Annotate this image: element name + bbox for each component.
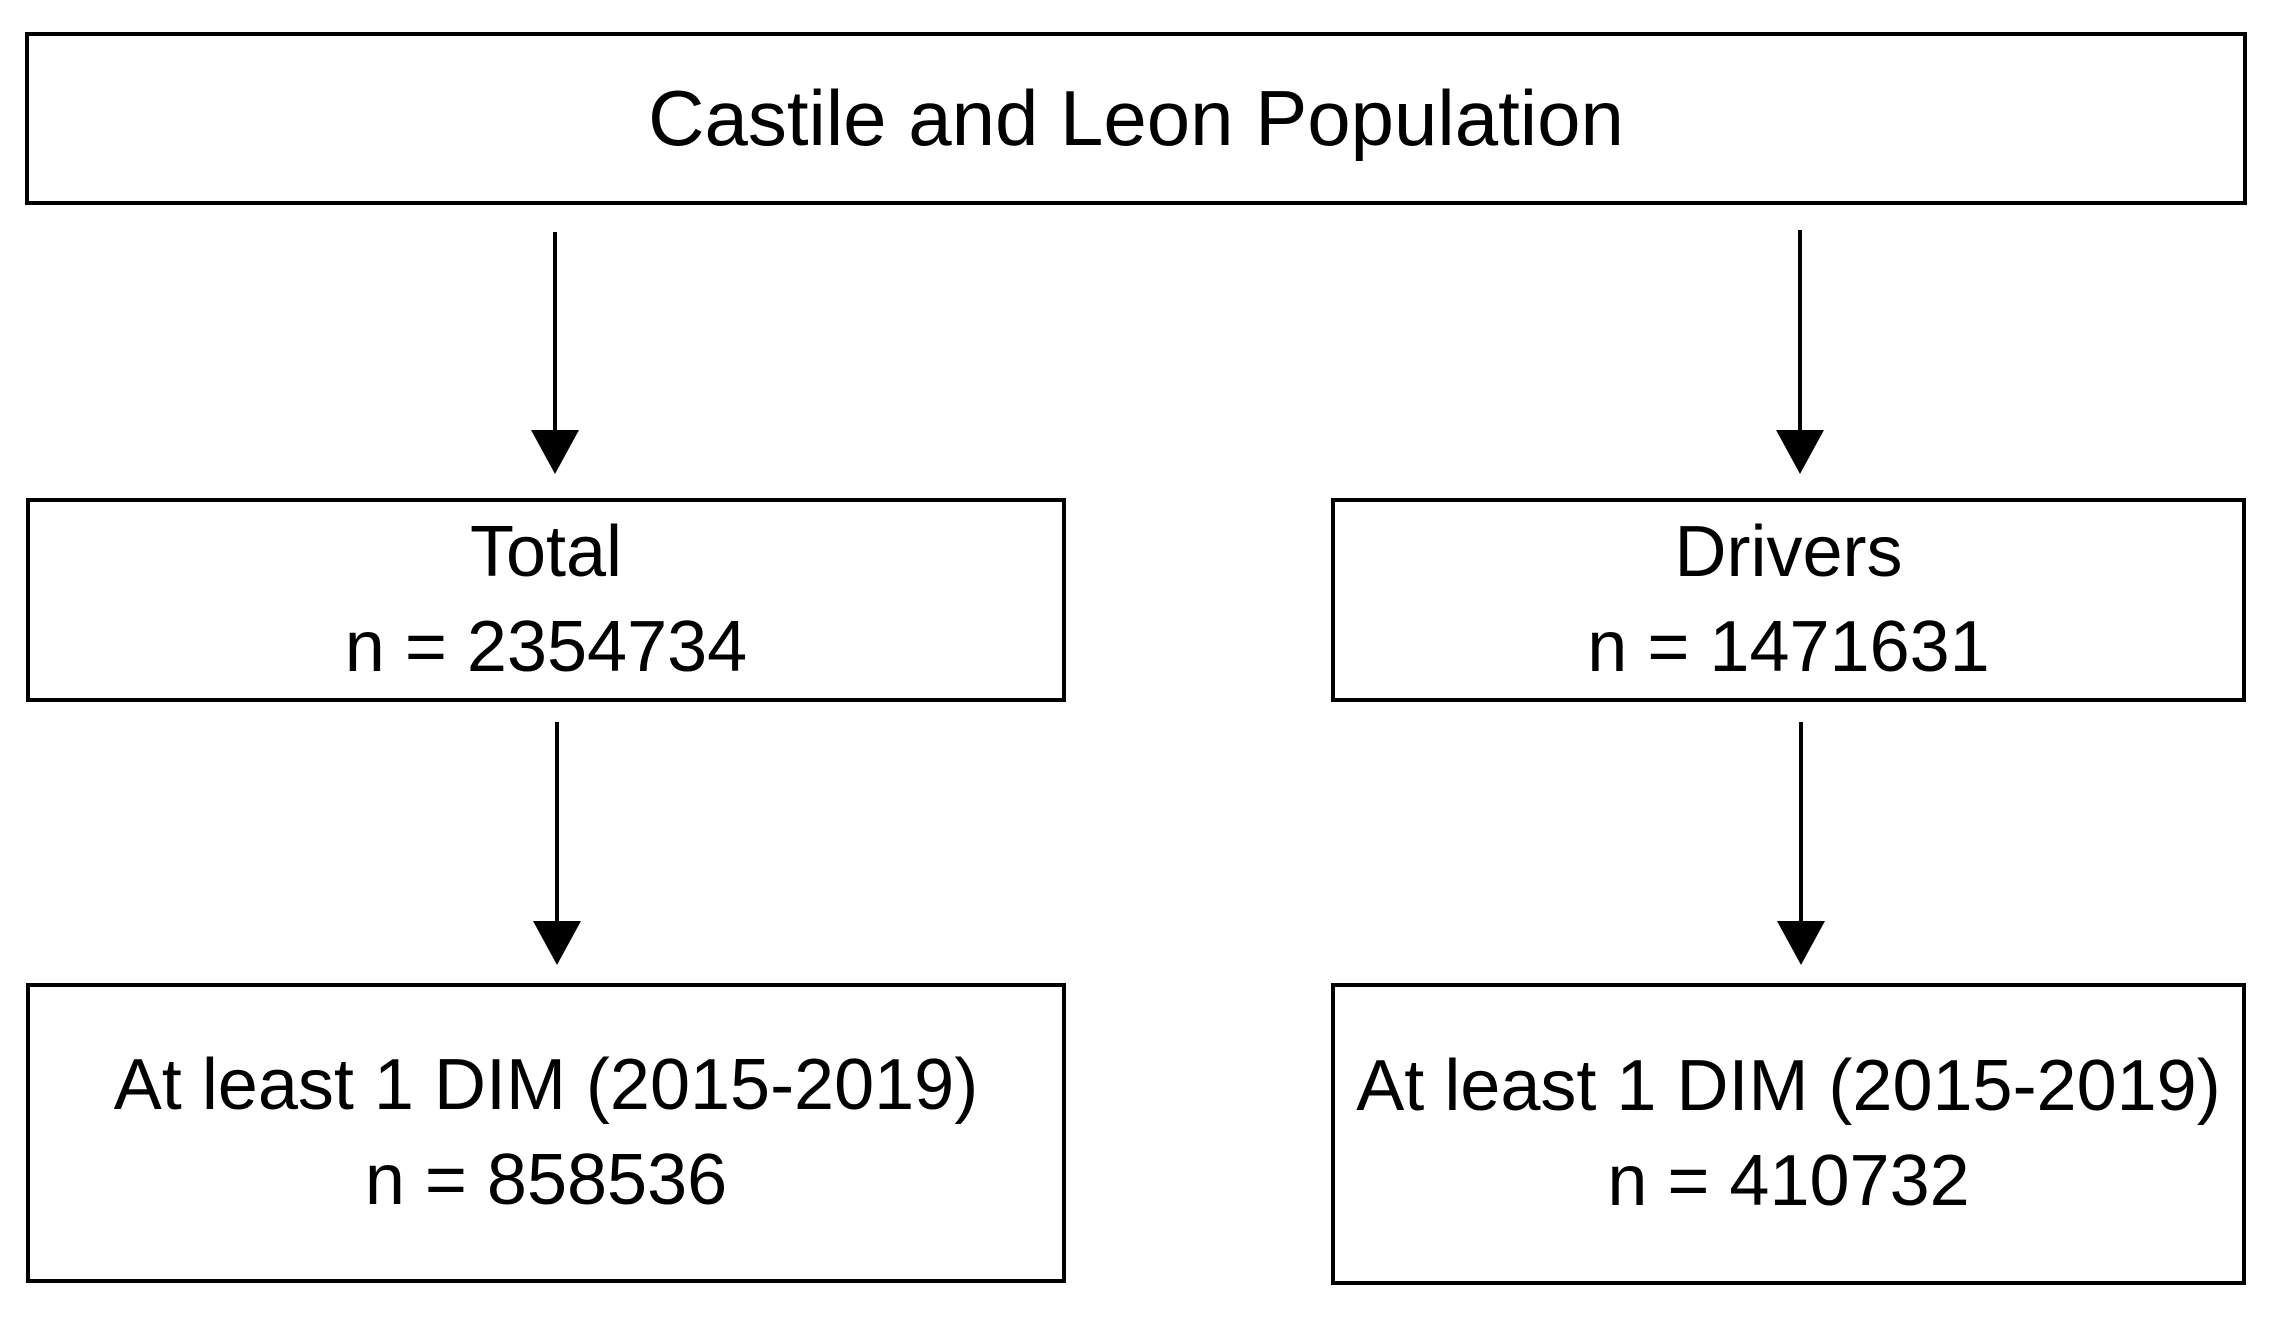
population-node: Castile and Leon Population xyxy=(25,32,2247,205)
arrowhead-down-icon xyxy=(533,921,581,965)
arrow-total-to-dim xyxy=(533,722,581,965)
arrowhead-down-icon xyxy=(531,430,579,474)
total-node-count: n = 2354734 xyxy=(344,607,748,687)
arrowhead-down-icon xyxy=(1777,921,1825,965)
arrow-population-to-drivers xyxy=(1776,230,1824,474)
arrow-population-to-total xyxy=(531,232,579,474)
drivers-dim-node-title: At least 1 DIM (2015-2019) xyxy=(1356,1045,2221,1126)
population-node-label: Castile and Leon Population xyxy=(648,74,1624,163)
arrowhead-down-icon xyxy=(1776,430,1824,474)
drivers-dim-node: At least 1 DIM (2015-2019) n = 410732 xyxy=(1331,983,2246,1285)
drivers-node-title: Drivers xyxy=(1674,511,1903,592)
drivers-node-count: n = 1471631 xyxy=(1587,607,1990,687)
total-dim-node: At least 1 DIM (2015-2019) n = 858536 xyxy=(26,983,1066,1283)
total-dim-node-title: At least 1 DIM (2015-2019) xyxy=(113,1044,979,1125)
drivers-dim-node-count: n = 410732 xyxy=(1607,1141,1970,1221)
drivers-node: Drivers n = 1471631 xyxy=(1331,498,2246,702)
total-node: Total n = 2354734 xyxy=(26,498,1066,702)
total-dim-node-count: n = 858536 xyxy=(364,1140,728,1220)
total-node-title: Total xyxy=(469,511,623,592)
arrow-drivers-to-dim xyxy=(1777,722,1825,965)
